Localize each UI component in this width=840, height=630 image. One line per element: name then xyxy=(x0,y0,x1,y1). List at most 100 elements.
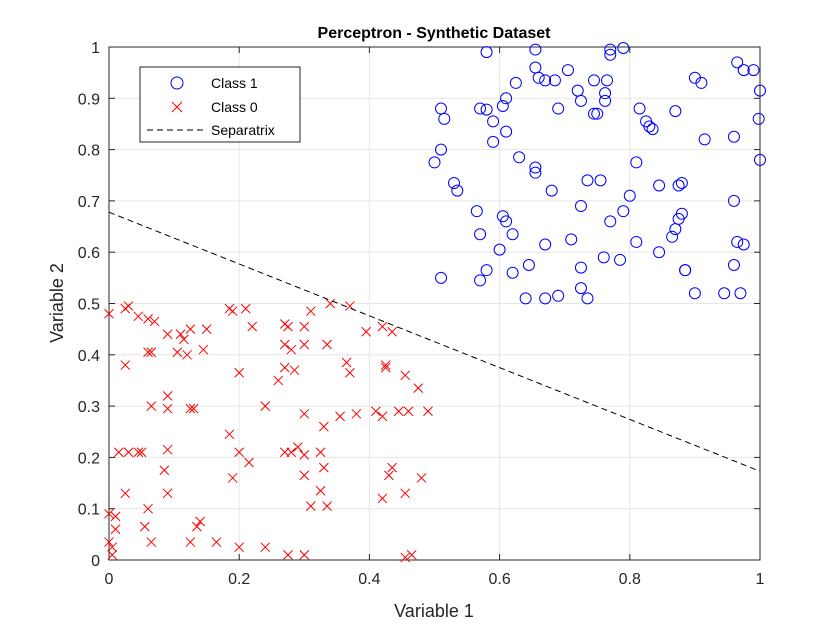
class-0-point xyxy=(179,334,189,345)
class-1-point xyxy=(496,99,509,112)
class-1-point xyxy=(601,74,614,87)
class-0-point xyxy=(318,462,329,473)
class-0-point xyxy=(345,367,355,378)
class-0-point xyxy=(107,542,118,553)
class-1-point xyxy=(519,292,532,305)
class-1-point xyxy=(487,135,500,148)
class-0-point xyxy=(188,403,199,414)
class-1-point xyxy=(643,120,656,133)
class-0-point xyxy=(149,316,160,327)
y-tick-label: 0.7 xyxy=(78,194,100,211)
class-0-point xyxy=(182,349,192,360)
class-1-point xyxy=(614,253,627,266)
y-tick-label: 0.2 xyxy=(78,450,100,467)
class-1-point xyxy=(561,64,574,77)
class-0-point xyxy=(104,308,114,319)
class-1-point xyxy=(574,261,587,274)
class-1-point xyxy=(487,115,500,128)
class-0-point xyxy=(133,447,144,458)
class-1-point xyxy=(672,179,685,192)
class-1-point xyxy=(574,200,587,213)
class-0-point xyxy=(299,408,310,419)
class-0-point xyxy=(335,411,345,422)
class-0-point xyxy=(380,362,391,373)
class-0-point xyxy=(143,503,153,514)
class-0-point xyxy=(198,344,209,355)
class-0-point xyxy=(195,516,205,527)
legend: Class 1 Class 0 Separatrix xyxy=(139,66,301,143)
class-1-point xyxy=(474,274,487,287)
class-1-point xyxy=(574,94,587,107)
class-0-point xyxy=(185,324,196,335)
class-1-point xyxy=(623,189,636,202)
class-1-point xyxy=(727,259,740,272)
chart-title: Perceptron - Synthetic Dataset xyxy=(318,25,552,42)
class-0-point xyxy=(305,306,316,317)
x-tick-label: 0.6 xyxy=(488,571,510,588)
class-0-point xyxy=(260,542,271,553)
class-0-point xyxy=(325,298,336,309)
class-1-point xyxy=(480,264,493,277)
legend-marker-class-0 xyxy=(171,101,183,113)
class-0-point xyxy=(159,465,170,476)
class-1-point xyxy=(574,282,587,295)
class-1-point xyxy=(747,64,760,77)
class-0-point xyxy=(283,550,293,560)
x-tick-label: 1 xyxy=(756,571,765,588)
class-1-point xyxy=(653,246,666,259)
class-0-point xyxy=(211,537,222,547)
class-0-point xyxy=(416,473,427,483)
x-tick-label: 0 xyxy=(105,571,114,588)
class-0-point xyxy=(240,303,251,314)
class-0-point xyxy=(143,314,153,324)
class-0-point xyxy=(201,324,212,335)
class-1-point xyxy=(474,228,487,241)
y-tick-label: 0 xyxy=(91,553,100,570)
y-tick-label: 0.1 xyxy=(78,502,100,519)
data-points xyxy=(104,42,766,563)
class-1-point xyxy=(630,156,643,169)
class-0-point xyxy=(299,550,310,560)
class-0-point xyxy=(110,524,121,535)
class-0-point xyxy=(192,521,202,532)
class-1-point xyxy=(587,107,600,120)
x-axis-label: Variable 1 xyxy=(394,601,474,621)
class-1-point xyxy=(737,64,750,77)
class-0-point xyxy=(351,408,362,419)
class-0-point xyxy=(175,329,186,340)
class-0-point xyxy=(120,360,131,370)
class-0-point xyxy=(227,306,238,317)
class-0-point xyxy=(234,367,245,378)
class-1-point xyxy=(539,292,552,305)
class-0-point xyxy=(234,447,245,458)
class-1-point xyxy=(493,243,506,256)
class-0-point xyxy=(185,403,196,414)
class-1-point xyxy=(731,235,744,248)
class-1-point xyxy=(571,84,584,97)
class-0-point xyxy=(299,339,310,350)
class-0-point xyxy=(384,470,394,481)
class-1-point xyxy=(532,71,545,84)
class-1-point xyxy=(617,205,630,218)
class-0-point xyxy=(318,421,329,432)
class-1-point xyxy=(545,184,558,197)
class-1-point xyxy=(727,194,740,207)
class-0-point xyxy=(234,542,245,553)
class-0-point xyxy=(136,447,147,458)
class-1-point xyxy=(500,92,513,105)
class-1-point xyxy=(529,166,542,179)
class-0-point xyxy=(260,401,271,411)
class-0-point xyxy=(110,511,121,522)
class-1-point xyxy=(435,143,448,156)
class-1-point xyxy=(480,46,493,59)
class-1-point xyxy=(539,238,552,251)
class-1-point xyxy=(500,215,513,228)
class-0-point xyxy=(299,449,310,460)
legend-box xyxy=(139,66,301,143)
class-1-point xyxy=(679,264,692,277)
class-0-point xyxy=(403,406,414,417)
class-1-point xyxy=(552,289,565,302)
legend-label-separatrix: Separatrix xyxy=(211,122,275,138)
y-tick-label: 0.4 xyxy=(78,348,100,365)
class-1-point xyxy=(604,43,617,56)
